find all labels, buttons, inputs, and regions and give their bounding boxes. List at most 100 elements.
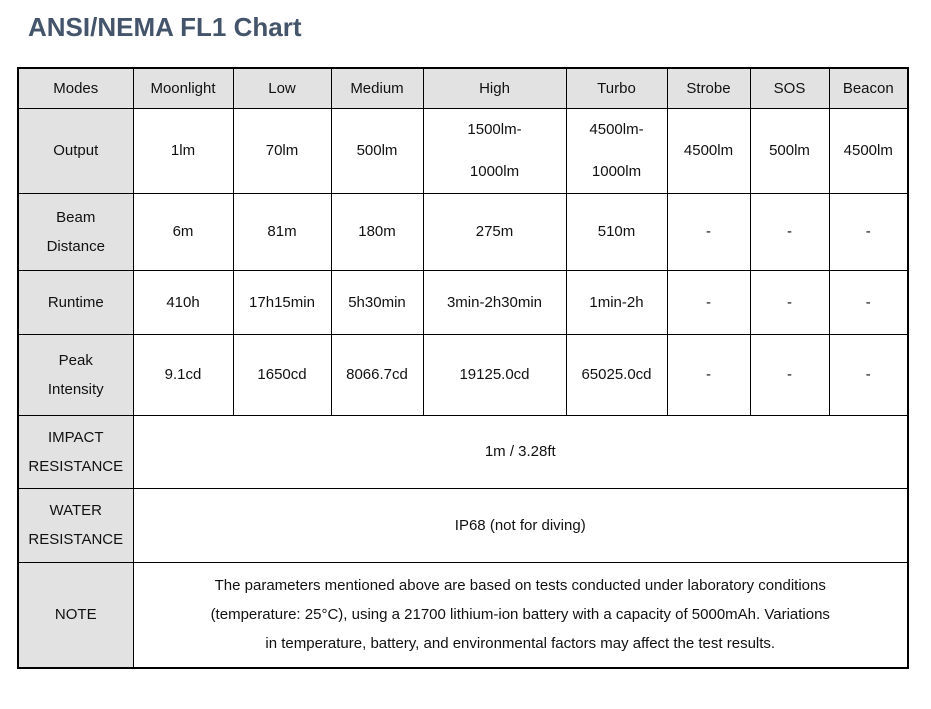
cell-line: - bbox=[787, 366, 792, 383]
cell-line: 4500lm bbox=[683, 141, 734, 159]
cell-line: Distance bbox=[46, 237, 105, 255]
table-head: Modes Moonlight Low Medium High Turbo Strobe SO… bbox=[17, 67, 909, 109]
cell-output-strobe: 4500lm bbox=[666, 107, 751, 194]
row-label-note: NOTE bbox=[17, 561, 134, 669]
cell-line: High bbox=[479, 79, 510, 97]
cell-line: 1000lm bbox=[469, 162, 520, 180]
cell-line: - bbox=[706, 366, 711, 383]
col-header-beacon: Beacon bbox=[828, 67, 909, 109]
col-header-moonlight: Moonlight bbox=[132, 67, 234, 109]
cell-line: 180m bbox=[358, 223, 396, 240]
cell-water-resistance-value: IP68 (not for diving) bbox=[132, 487, 909, 563]
cell-line: in temperature, battery, and environment… bbox=[265, 635, 776, 653]
cell-runtime-sos: - bbox=[749, 269, 830, 335]
cell-line: 70lm bbox=[265, 141, 299, 159]
cell-line: RESISTANCE bbox=[28, 457, 124, 475]
cell-output-medium: 500lm bbox=[330, 107, 424, 194]
table-row-impact-resistance: IMPACT RESISTANCE 1m / 3.28ft bbox=[17, 414, 909, 489]
cell-line: Runtime bbox=[47, 293, 104, 311]
row-label-beam-distance: Beam Distance bbox=[17, 192, 134, 271]
cell-line: SOS bbox=[773, 79, 806, 97]
cell-line: IMPACT bbox=[47, 428, 104, 446]
cell-line: Turbo bbox=[597, 79, 636, 97]
cell-line: 1500lm- bbox=[467, 120, 522, 138]
cell-line: 9.1cd bbox=[164, 366, 202, 383]
cell-line: RESISTANCE bbox=[28, 531, 124, 548]
cell-beam-distance-turbo: 510m bbox=[565, 192, 668, 271]
col-header-strobe: Strobe bbox=[666, 67, 751, 109]
row-label-output: Output bbox=[17, 107, 134, 194]
cell-line: 3min-2h30min bbox=[446, 293, 543, 311]
cell-line: 1lm bbox=[170, 141, 196, 159]
cell-peak-intensity-moonlight: 9.1cd bbox=[132, 333, 234, 416]
cell-line: 1650cd bbox=[257, 366, 307, 383]
cell-beam-distance-low: 81m bbox=[232, 192, 332, 271]
cell-output-low: 70lm bbox=[232, 107, 332, 194]
cell-beam-distance-medium: 180m bbox=[330, 192, 424, 271]
row-label-runtime: Runtime bbox=[17, 269, 134, 335]
table-row-peak-intensity: Peak Intensity 9.1cd 1650cd 8066.7cd 19125.0c… bbox=[17, 333, 909, 416]
cell-line: - bbox=[706, 223, 711, 240]
cell-peak-intensity-low: 1650cd bbox=[232, 333, 332, 416]
cell-line: 81m bbox=[267, 223, 297, 240]
col-header-medium: Medium bbox=[330, 67, 424, 109]
cell-line: Strobe bbox=[686, 79, 731, 97]
fl1-spec-table: Modes Moonlight Low Medium High Turbo Strobe SO… bbox=[17, 67, 909, 669]
cell-runtime-high: 3min-2h30min bbox=[422, 269, 567, 335]
cell-line: IP68 (not for diving) bbox=[454, 516, 586, 534]
cell-output-turbo: 4500lm- 1000lm bbox=[565, 107, 668, 194]
cell-line: 65025.0cd bbox=[581, 366, 652, 383]
cell-runtime-beacon: - bbox=[828, 269, 909, 335]
table-header-row: Modes Moonlight Low Medium High Turbo Strobe SO… bbox=[17, 67, 909, 109]
cell-line: 19125.0cd bbox=[459, 366, 530, 383]
cell-line: 5h30min bbox=[348, 293, 406, 311]
cell-line: 275m bbox=[475, 223, 514, 240]
table-row-output: Output 1lm 70lm 500lm 1500lm- 1000lm 4500lm- 10… bbox=[17, 107, 909, 194]
cell-line: WATER bbox=[49, 502, 103, 519]
cell-line: The parameters mentioned above are based… bbox=[214, 577, 826, 595]
table-row-water-resistance: WATER RESISTANCE IP68 (not for diving) bbox=[17, 487, 909, 563]
cell-output-high: 1500lm- 1000lm bbox=[422, 107, 567, 194]
cell-line: 17h15min bbox=[249, 293, 315, 311]
cell-output-sos: 500lm bbox=[749, 107, 830, 194]
cell-beam-distance-beacon: - bbox=[828, 192, 909, 271]
col-header-sos: SOS bbox=[749, 67, 830, 109]
cell-line: 1m / 3.28ft bbox=[484, 443, 556, 460]
cell-beam-distance-sos: - bbox=[749, 192, 830, 271]
cell-peak-intensity-medium: 8066.7cd bbox=[330, 333, 424, 416]
cell-line: - bbox=[706, 293, 711, 311]
cell-line: Output bbox=[53, 142, 99, 159]
cell-line: Peak bbox=[58, 351, 93, 369]
cell-line: NOTE bbox=[54, 606, 97, 624]
cell-line: Intensity bbox=[47, 380, 104, 398]
cell-line: Beacon bbox=[842, 79, 894, 97]
cell-runtime-turbo: 1min-2h bbox=[565, 269, 668, 335]
cell-output-beacon: 4500lm bbox=[828, 107, 909, 194]
table-row-runtime: Runtime 410h 17h15min 5h30min 3min-2h30min 1m… bbox=[17, 269, 909, 335]
cell-output-moonlight: 1lm bbox=[132, 107, 234, 194]
cell-line: 510m bbox=[597, 223, 636, 240]
cell-runtime-low: 17h15min bbox=[232, 269, 332, 335]
cell-line: Beam bbox=[56, 208, 96, 226]
cell-peak-intensity-strobe: - bbox=[666, 333, 751, 416]
cell-line: 4500lm bbox=[843, 141, 893, 159]
cell-line: - bbox=[865, 366, 871, 383]
cell-line: - bbox=[787, 293, 792, 311]
cell-peak-intensity-high: 19125.0cd bbox=[422, 333, 567, 416]
cell-line: Moonlight bbox=[150, 79, 216, 97]
cell-note-value: The parameters mentioned above are based… bbox=[132, 561, 909, 669]
cell-line: 1000lm bbox=[591, 162, 642, 180]
cell-line: Low bbox=[268, 79, 296, 97]
col-header-high: High bbox=[422, 67, 567, 109]
row-label-water-resistance: WATER RESISTANCE bbox=[17, 487, 134, 563]
table-body: Output 1lm 70lm 500lm 1500lm- 1000lm 4500lm- 10… bbox=[17, 107, 909, 669]
cell-line: 1min-2h bbox=[589, 293, 644, 311]
col-header-low: Low bbox=[232, 67, 332, 109]
cell-runtime-moonlight: 410h bbox=[132, 269, 234, 335]
row-label-peak-intensity: Peak Intensity bbox=[17, 333, 134, 416]
cell-line: 6m bbox=[172, 223, 194, 240]
row-label-impact-resistance: IMPACT RESISTANCE bbox=[17, 414, 134, 489]
cell-line: 410h bbox=[166, 293, 200, 311]
cell-line: 500lm bbox=[356, 141, 398, 159]
table-row-beam-distance: Beam Distance 6m 81m 180m 275m 510m - - - bbox=[17, 192, 909, 271]
